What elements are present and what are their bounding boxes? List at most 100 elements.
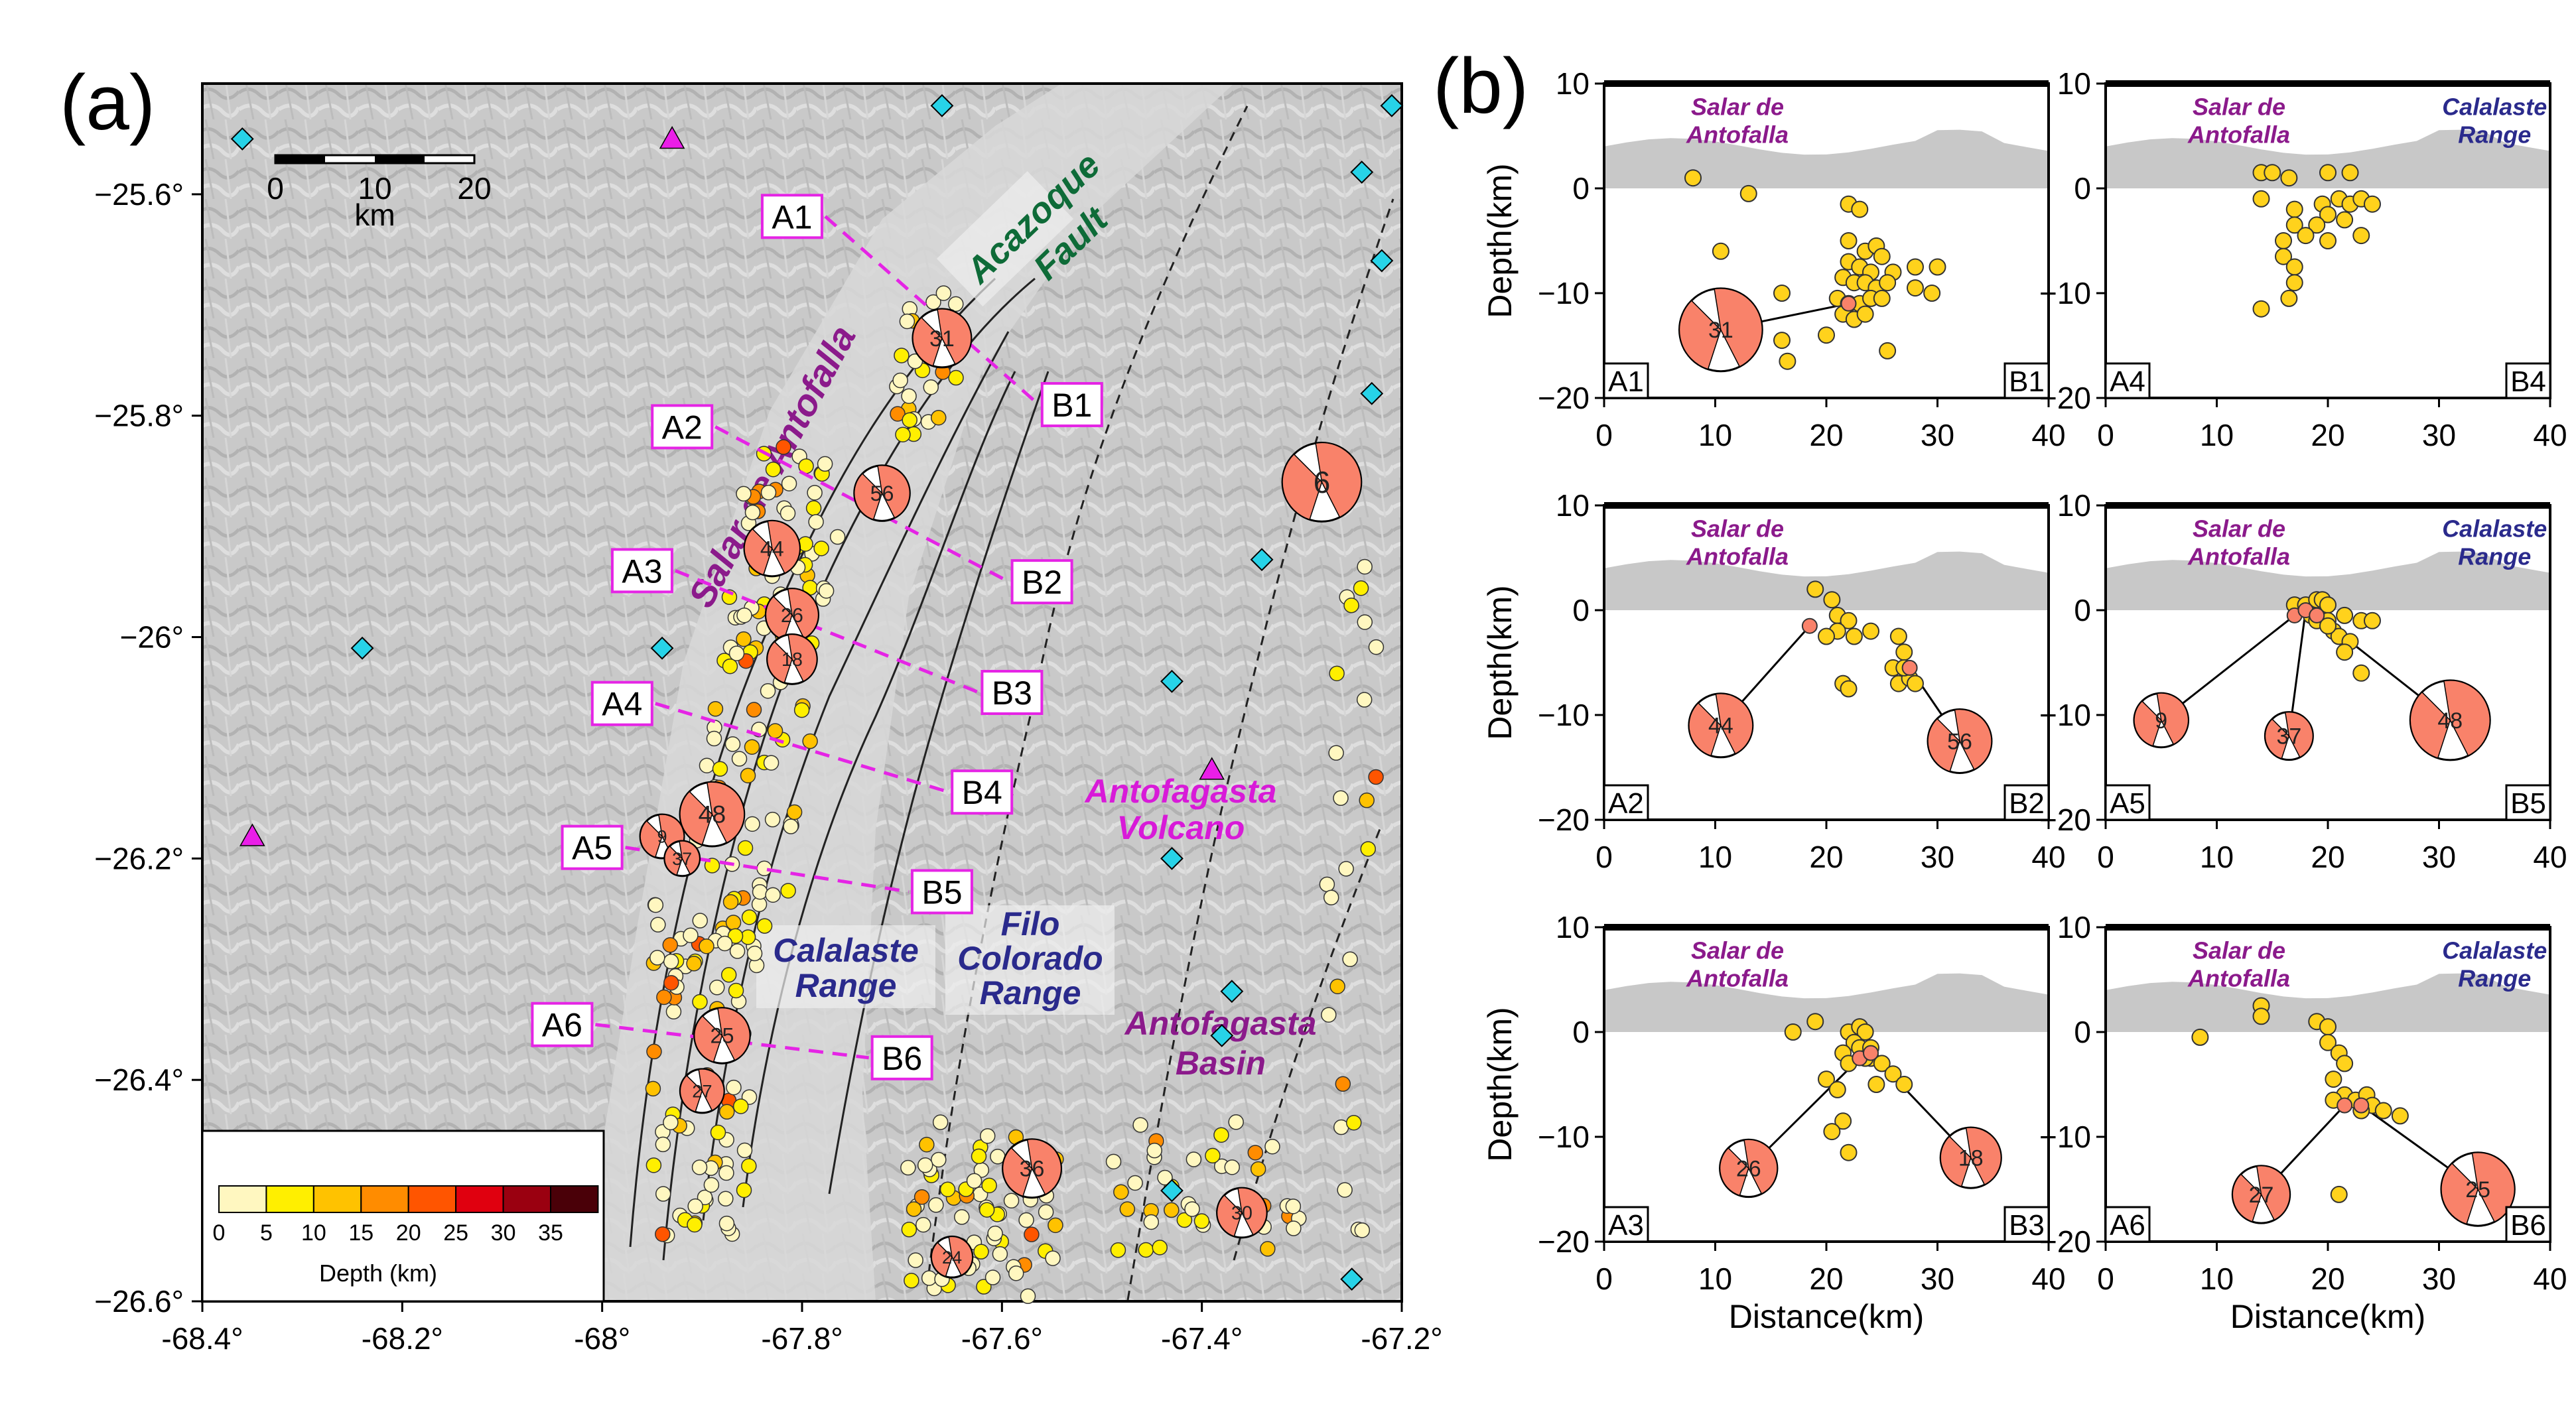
event-dot (901, 1222, 917, 1238)
event-dot (979, 1128, 996, 1144)
profile-x-tick-label: 0 (1595, 1262, 1613, 1296)
hypocenter-dot (2352, 664, 2370, 682)
focal-mechanism-compressional-quadrant-2 (931, 1242, 953, 1277)
topography-profile (2106, 551, 2550, 610)
profile-start-label-text: A2 (662, 409, 703, 446)
hypocenter-dot (2325, 1070, 2342, 1088)
profile-end-label: B3 (981, 670, 1044, 715)
profile-mechanism-compressional-quadrant (2471, 1152, 2516, 1223)
profile-y-tick-label: −20 (2039, 1224, 2091, 1259)
hypocenter-dot (2319, 164, 2337, 182)
event-dot (1286, 1220, 1302, 1236)
hypocenter-dot (1773, 332, 1791, 350)
profile-start-label-text: A3 (622, 552, 662, 590)
hypocenter-dot (2285, 258, 2303, 276)
profile-x-tick-label: 10 (2200, 840, 2234, 874)
station-marker (930, 94, 954, 117)
focal-mechanism-id: 30 (1231, 1203, 1253, 1224)
focal-mechanism-id: 56 (870, 482, 894, 505)
volcano-marker (239, 823, 265, 846)
legend-swatch (455, 1185, 504, 1213)
profile-x-tick-label: 30 (1921, 840, 1954, 874)
event-dot (718, 1104, 735, 1120)
focal-mechanism-compressional-quadrant-2 (640, 820, 663, 858)
event-dot (1354, 1222, 1371, 1238)
event-dot (716, 935, 733, 952)
profile-mechanism-compressional-quadrant-2 (1719, 1147, 1749, 1197)
event-dot (1164, 1202, 1180, 1218)
profile-end-label: B2 (1010, 559, 1073, 605)
hypocenter-dot (2391, 1107, 2409, 1125)
profile-region-label: Salar de (1691, 515, 1784, 542)
profile-mechanism-compressional-quadrant-2 (1688, 702, 1722, 757)
depth-legend-title: Depth (km) (319, 1260, 437, 1287)
event-dot (899, 313, 915, 330)
profile-corner-label: A1 (1608, 365, 1644, 398)
y-tick-label: −26.6° (94, 1284, 184, 1319)
event-dot (1343, 597, 1359, 614)
focal-mechanism-id: 48 (699, 801, 726, 828)
event-dot (655, 1136, 671, 1153)
event-dot (731, 751, 748, 767)
x-tick-label: -68.4° (161, 1321, 243, 1356)
profile-mechanism: 27 (2231, 1165, 2291, 1224)
event-dot (1359, 792, 1375, 809)
focal-mechanism-id: 25 (710, 1024, 734, 1048)
hypocenter-dot (1840, 1143, 1858, 1161)
event-dot (928, 1197, 944, 1213)
profile-x-tick-label: 10 (1698, 840, 1732, 874)
label-antofagasta-volcano-1: Antofagasta (1084, 773, 1277, 810)
event-dot (1342, 951, 1358, 968)
profile-mechanism-compressional-quadrant (2443, 680, 2490, 757)
profile-mechanism-id: 48 (2437, 708, 2463, 734)
profile-x-tick-label: 40 (2533, 1262, 2567, 1296)
mechanism-hypocenter (1863, 1045, 1879, 1061)
scalebar-tick-0: 0 (267, 171, 284, 206)
event-dot (1152, 1240, 1168, 1256)
hypocenter-dot (1879, 274, 1897, 292)
profile-x-tick-label: 30 (2422, 840, 2456, 874)
event-dot (663, 953, 679, 970)
event-dot (904, 1273, 919, 1289)
focal-mechanism-compressional-quadrant (1026, 1138, 1062, 1195)
profile-x-tick-label: 40 (2031, 418, 2065, 452)
event-dot (786, 804, 803, 820)
hypocenter-dot (1806, 580, 1824, 598)
event-dot (746, 945, 763, 962)
hypocenter-dot (1895, 1076, 1913, 1093)
focal-mechanism: 48 (679, 781, 746, 848)
event-dot (726, 1079, 742, 1096)
legend-swatch (502, 1185, 551, 1213)
profile-line (714, 425, 1010, 584)
event-dot (976, 1279, 992, 1295)
hypocenter-dot (2275, 232, 2292, 249)
profile-end-label: B1 (1040, 382, 1103, 428)
hypocenter-dot (1867, 1076, 1885, 1093)
event-dot (931, 1151, 947, 1168)
profile-x-tick-label: 30 (1921, 418, 1954, 452)
profile-x-tick-label: 20 (2311, 840, 2344, 874)
focal-mechanism-id: 36 (1020, 1157, 1045, 1182)
profile-y-axis-label: Depth(km) (1481, 585, 1519, 740)
event-dot (917, 1157, 933, 1173)
profile-start-label: A4 (590, 681, 653, 726)
event-dot (1184, 1201, 1200, 1217)
profile-y-tick-label: 0 (2074, 171, 2091, 206)
profile-mechanism-id: 25 (2465, 1177, 2490, 1202)
hypocenter-dot (2319, 617, 2337, 635)
profile-y-tick-label: −20 (1538, 381, 1590, 415)
hypocenter-dot (2336, 211, 2354, 229)
hypocenter-dot (2280, 169, 2298, 187)
profile-corner-box (2104, 1206, 2151, 1243)
map-x-axis: -68.4° -68.2° -68° -67.8° -67.6° -67.4° -67.2° (161, 1301, 1443, 1356)
profile-region-label: Antofalla (1686, 964, 1789, 992)
event-dot (699, 938, 714, 954)
event-dot (1333, 790, 1349, 807)
profile-x-tick-label: 10 (1698, 418, 1732, 452)
profile-frame (1603, 504, 2050, 821)
y-tick-label: −25.8° (94, 399, 184, 433)
event-dot (683, 927, 699, 943)
event-dot (1146, 1142, 1162, 1159)
event-dot (728, 645, 745, 661)
profile-mechanism-compressional-quadrant (1715, 693, 1753, 755)
